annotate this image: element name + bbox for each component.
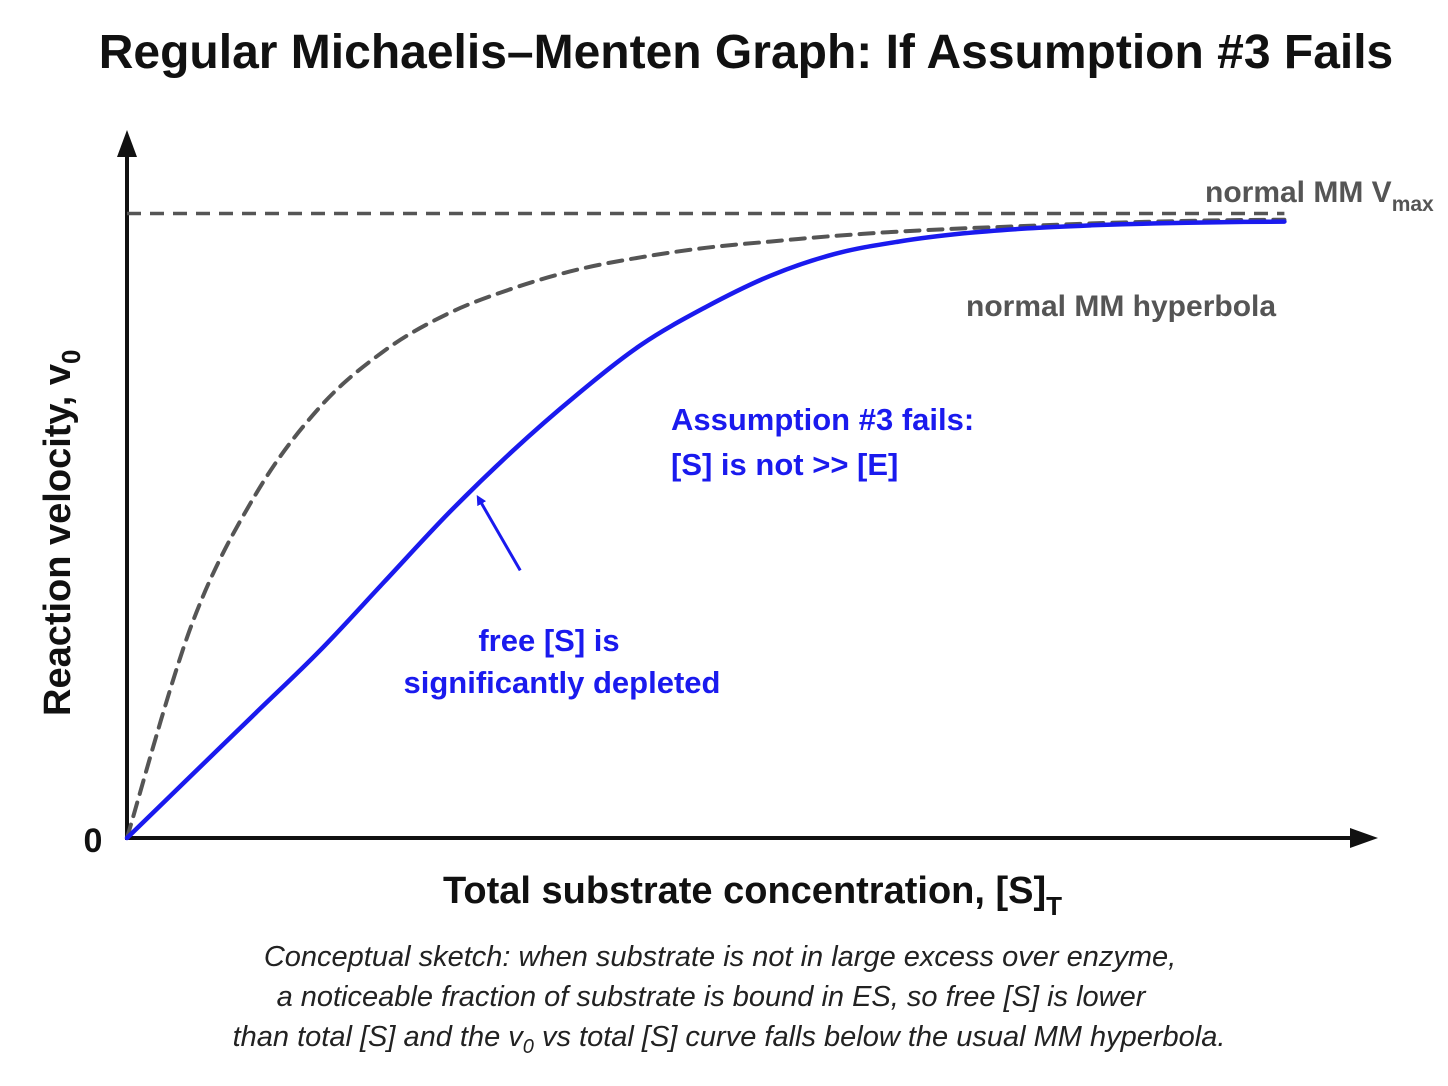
series-assumption-3-fails: [124, 219, 1287, 841]
x-axis-label-main: Total substrate concentration, [S]: [443, 870, 1046, 912]
caption-line3-b: vs total [S] curve falls below the usual…: [534, 1021, 1225, 1053]
hyperbola-label: normal MM hyperbola: [966, 290, 1276, 323]
series-normal-mm-hyperbola: [125, 217, 1287, 840]
vmax-label-sub: max: [1392, 193, 1434, 216]
caption-line3-sub: 0: [523, 1036, 534, 1058]
fail-label-line1: Assumption #3 fails:: [671, 402, 974, 437]
x-axis-label: Total substrate concentration, [S]T: [443, 870, 1062, 921]
caption-line1: Conceptual sketch: when substrate is not…: [264, 941, 1176, 973]
chart-title: Regular Michaelis–Menten Graph: If Assum…: [99, 26, 1394, 79]
caption-line3-a: than total [S] and the v: [233, 1021, 525, 1053]
vmax-label: normal MM Vmax: [1205, 176, 1434, 216]
depleted-label-line2: significantly depleted: [404, 665, 721, 700]
origin-tick-label: 0: [84, 822, 103, 860]
x-axis-label-sub: T: [1046, 891, 1062, 921]
y-axis-arrow: [117, 130, 137, 157]
x-axis-arrow: [1350, 828, 1378, 848]
fail-label-line2: [S] is not >> [E]: [671, 447, 898, 482]
y-axis-label-main: Reaction velocity, v: [37, 364, 79, 716]
y-axis-label-sub: 0: [56, 350, 86, 364]
caption-line2: a noticeable fraction of substrate is bo…: [277, 981, 1147, 1013]
caption-line3: than total [S] and the v0 vs total [S] c…: [233, 1021, 1226, 1058]
depleted-label-line1: free [S] is: [478, 623, 619, 658]
y-axis-label: Reaction velocity, v0: [37, 350, 86, 716]
vmax-label-main: normal MM V: [1205, 176, 1392, 209]
depleted-arrow-icon: [476, 495, 522, 572]
